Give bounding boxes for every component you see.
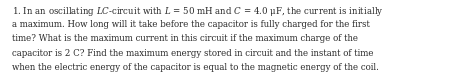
Text: a maximum. How long will it take before the capacitor is fully charged for the f: a maximum. How long will it take before …: [12, 20, 370, 29]
Text: when the electric energy of the capacitor is equal to the magnetic energy of the: when the electric energy of the capacito…: [12, 63, 379, 72]
Text: 1. In an oscillating $\mathit{LC}$-circuit with $\mathit{L}$ = 50 mH and $\mathi: 1. In an oscillating $\mathit{LC}$-circu…: [12, 5, 383, 18]
Text: capacitor is 2 C? Find the maximum energy stored in circuit and the instant of t: capacitor is 2 C? Find the maximum energ…: [12, 49, 374, 58]
Text: time? What is the maximum current in this circuit if the maximum charge of the: time? What is the maximum current in thi…: [12, 34, 358, 43]
